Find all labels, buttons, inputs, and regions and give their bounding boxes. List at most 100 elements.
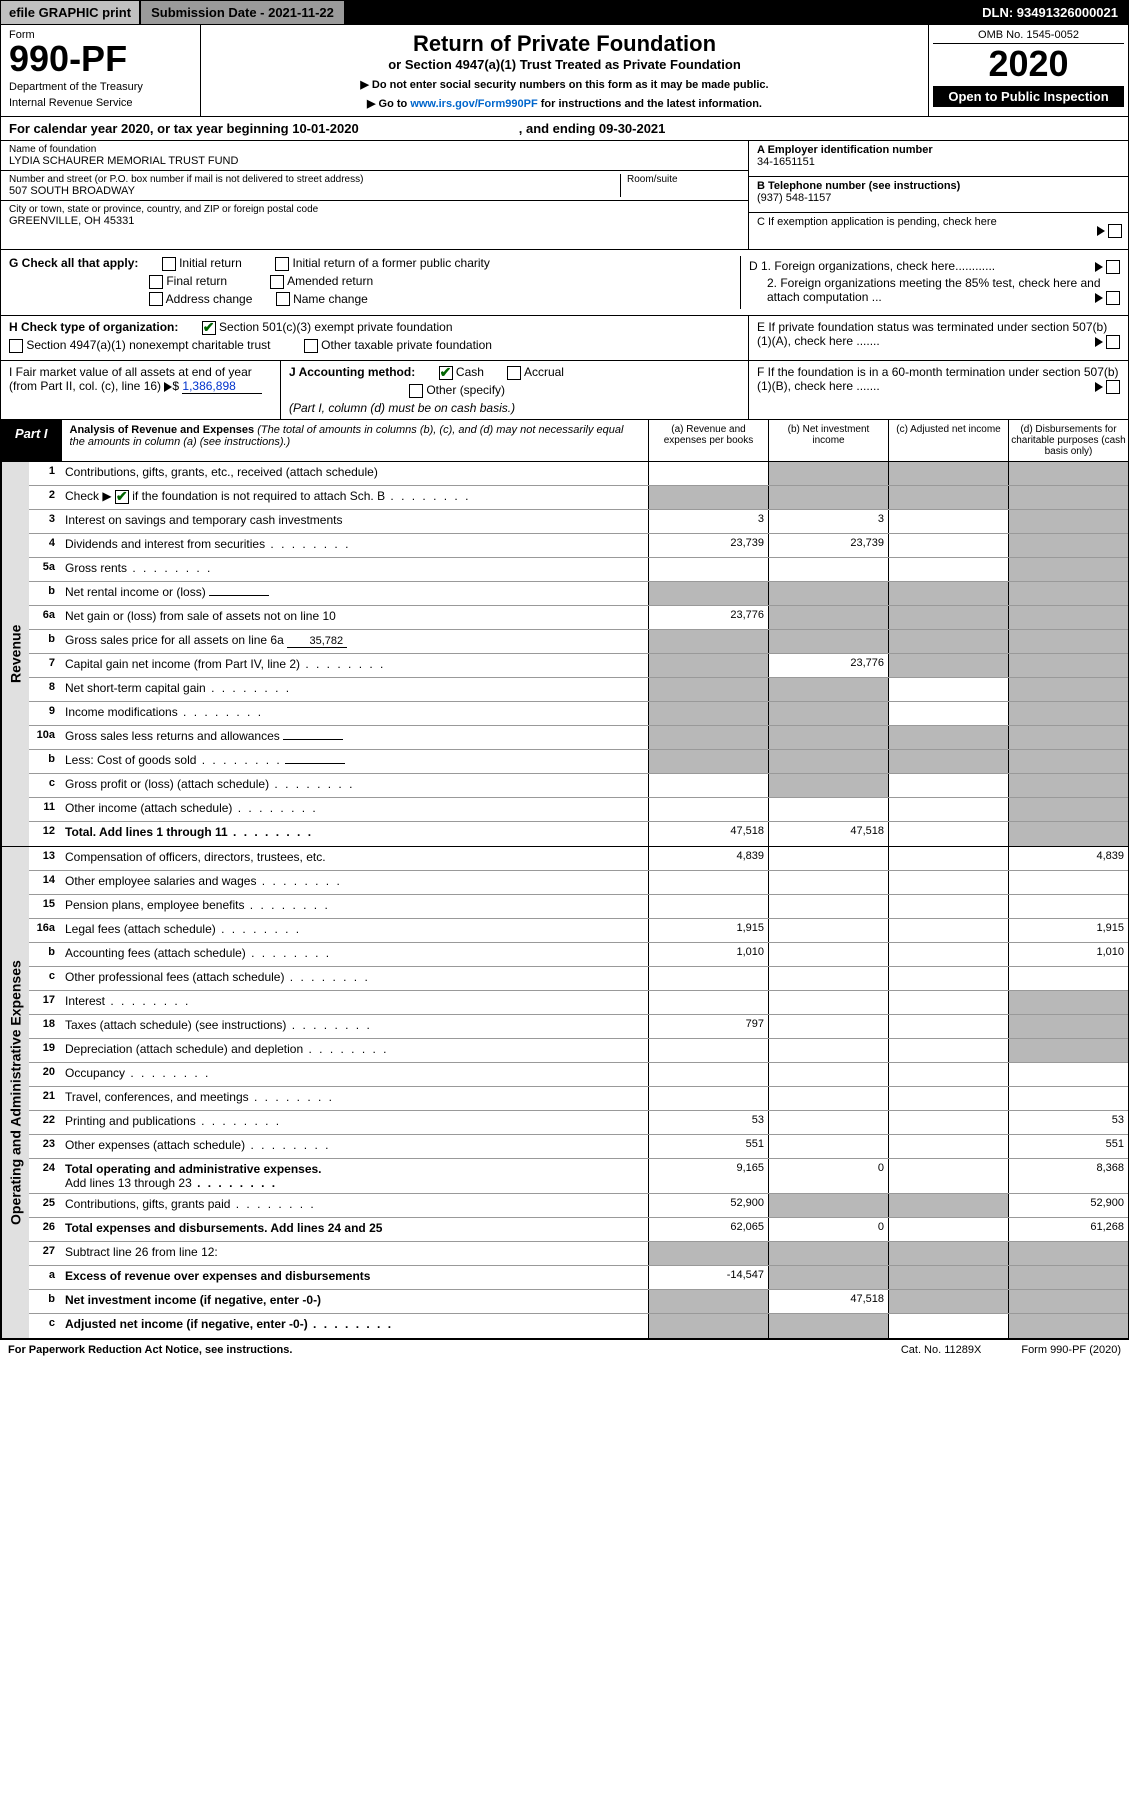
line-14: 14Other employee salaries and wages xyxy=(29,871,1128,895)
l13-desc: Compensation of officers, directors, tru… xyxy=(61,847,648,870)
part1-label: Part I xyxy=(1,420,62,461)
l26-d: 61,268 xyxy=(1008,1218,1128,1241)
header-right: OMB No. 1545-0052 2020 Open to Public In… xyxy=(928,25,1128,116)
l12-b: 47,518 xyxy=(768,822,888,846)
l8-desc: Net short-term capital gain xyxy=(65,681,206,695)
l7-b: 23,776 xyxy=(768,654,888,677)
d2-checkbox[interactable] xyxy=(1106,291,1120,305)
address-change-checkbox[interactable] xyxy=(149,292,163,306)
line-22: 22Printing and publications5353 xyxy=(29,1111,1128,1135)
foundation-name-cell: Name of foundation LYDIA SCHAURER MEMORI… xyxy=(1,141,748,171)
ein-label: A Employer identification number xyxy=(757,144,1120,156)
initial-return-checkbox[interactable] xyxy=(162,257,176,271)
h-other-checkbox[interactable] xyxy=(304,339,318,353)
col-c-header: (c) Adjusted net income xyxy=(888,420,1008,461)
dln: DLN: 93491326000021 xyxy=(972,1,1128,24)
arrow-icon xyxy=(1095,262,1103,272)
l2-pre: Check ▶ xyxy=(65,489,112,503)
l19-desc: Depreciation (attach schedule) and deple… xyxy=(65,1042,303,1056)
l9-desc: Income modifications xyxy=(65,705,178,719)
form-title: Return of Private Foundation xyxy=(207,31,922,57)
l27a-a: -14,547 xyxy=(648,1266,768,1289)
line-5b: bNet rental income or (loss) xyxy=(29,582,1128,606)
footer-right: Form 990-PF (2020) xyxy=(1021,1344,1121,1356)
note-link-post: for instructions and the latest informat… xyxy=(538,98,762,110)
l22-d: 53 xyxy=(1008,1111,1128,1134)
line-12: 12Total. Add lines 1 through 1147,51847,… xyxy=(29,822,1128,846)
col-d-header: (d) Disbursements for charitable purpose… xyxy=(1008,420,1128,461)
h-other: Other taxable private foundation xyxy=(321,338,492,352)
header-left: Form 990-PF Department of the Treasury I… xyxy=(1,25,201,116)
c-cell: C If exemption application is pending, c… xyxy=(749,213,1128,249)
j-cash-checkbox[interactable] xyxy=(439,366,453,380)
c-checkbox[interactable] xyxy=(1108,224,1122,238)
amended-return-checkbox[interactable] xyxy=(270,275,284,289)
line-25: 25Contributions, gifts, grants paid52,90… xyxy=(29,1194,1128,1218)
footer-mid: Cat. No. 11289X xyxy=(901,1344,982,1356)
form-header: Form 990-PF Department of the Treasury I… xyxy=(0,25,1129,117)
initial-former-checkbox[interactable] xyxy=(275,257,289,271)
line-27c: cAdjusted net income (if negative, enter… xyxy=(29,1314,1128,1338)
l24-d: 8,368 xyxy=(1008,1159,1128,1193)
h-501c3-checkbox[interactable] xyxy=(202,321,216,335)
ein-cell: A Employer identification number 34-1651… xyxy=(749,141,1128,177)
l22-desc: Printing and publications xyxy=(65,1114,196,1128)
line-16b: bAccounting fees (attach schedule)1,0101… xyxy=(29,943,1128,967)
arrow-icon xyxy=(1095,337,1103,347)
header-mid: Return of Private Foundation or Section … xyxy=(201,25,928,116)
e-checkbox[interactable] xyxy=(1106,335,1120,349)
l16c-desc: Other professional fees (attach schedule… xyxy=(65,970,284,984)
line-2: 2Check ▶ if the foundation is not requir… xyxy=(29,486,1128,510)
final-return-checkbox[interactable] xyxy=(149,275,163,289)
line-23: 23Other expenses (attach schedule)551551 xyxy=(29,1135,1128,1159)
address-label: Number and street (or P.O. box number if… xyxy=(9,174,620,185)
l24-sub: Add lines 13 through 23 xyxy=(65,1176,192,1190)
expenses-side-label: Operating and Administrative Expenses xyxy=(1,847,29,1338)
omb-number: OMB No. 1545-0052 xyxy=(933,29,1124,44)
l12-a: 47,518 xyxy=(648,822,768,846)
revenue-section: Revenue 1Contributions, gifts, grants, e… xyxy=(0,462,1129,847)
line-7: 7Capital gain net income (from Part IV, … xyxy=(29,654,1128,678)
g-label: G Check all that apply: xyxy=(9,256,138,270)
line-10c: cGross profit or (loss) (attach schedule… xyxy=(29,774,1128,798)
i-cell: I Fair market value of all assets at end… xyxy=(1,361,281,419)
city-label: City or town, state or province, country… xyxy=(9,204,740,215)
j-other: Other (specify) xyxy=(426,383,505,397)
info-left: Name of foundation LYDIA SCHAURER MEMORI… xyxy=(1,141,748,249)
l23-a: 551 xyxy=(648,1135,768,1158)
j-other-checkbox[interactable] xyxy=(409,384,423,398)
l10a-desc: Gross sales less returns and allowances xyxy=(65,729,280,743)
j-accrual-checkbox[interactable] xyxy=(507,366,521,380)
line-27: 27Subtract line 26 from line 12: xyxy=(29,1242,1128,1266)
h-4947-checkbox[interactable] xyxy=(9,339,23,353)
f-checkbox[interactable] xyxy=(1106,380,1120,394)
f-label: F If the foundation is in a 60-month ter… xyxy=(757,365,1119,393)
submission-date: Submission Date - 2021-11-22 xyxy=(141,1,344,24)
dept-irs: Internal Revenue Service xyxy=(9,97,192,109)
irs-link[interactable]: www.irs.gov/Form990PF xyxy=(410,98,537,110)
l27b-b: 47,518 xyxy=(768,1290,888,1313)
j-accrual: Accrual xyxy=(524,365,564,379)
l16b-desc: Accounting fees (attach schedule) xyxy=(65,946,246,960)
line-11: 11Other income (attach schedule) xyxy=(29,798,1128,822)
l16a-d: 1,915 xyxy=(1008,919,1128,942)
l13-a: 4,839 xyxy=(648,847,768,870)
l2-checkbox[interactable] xyxy=(115,490,129,504)
l27c-desc: Adjusted net income (if negative, enter … xyxy=(65,1317,308,1331)
line-6b: bGross sales price for all assets on lin… xyxy=(29,630,1128,654)
g-address: Address change xyxy=(166,292,253,306)
section-g: G Check all that apply: Initial return I… xyxy=(0,250,1129,316)
l24-b: 0 xyxy=(768,1159,888,1193)
l15-desc: Pension plans, employee benefits xyxy=(65,898,244,912)
efile-label: efile GRAPHIC print xyxy=(1,1,139,24)
foundation-name-label: Name of foundation xyxy=(9,144,740,155)
name-change-checkbox[interactable] xyxy=(276,292,290,306)
line-9: 9Income modifications xyxy=(29,702,1128,726)
l27b-desc: Net investment income (if negative, ente… xyxy=(61,1290,648,1313)
section-ij: I Fair market value of all assets at end… xyxy=(0,361,1129,420)
l14-desc: Other employee salaries and wages xyxy=(65,874,256,888)
d1-checkbox[interactable] xyxy=(1106,260,1120,274)
j-cell: J Accounting method: Cash Accrual Other … xyxy=(281,361,748,419)
l16b-a: 1,010 xyxy=(648,943,768,966)
l10c-desc: Gross profit or (loss) (attach schedule) xyxy=(65,777,269,791)
